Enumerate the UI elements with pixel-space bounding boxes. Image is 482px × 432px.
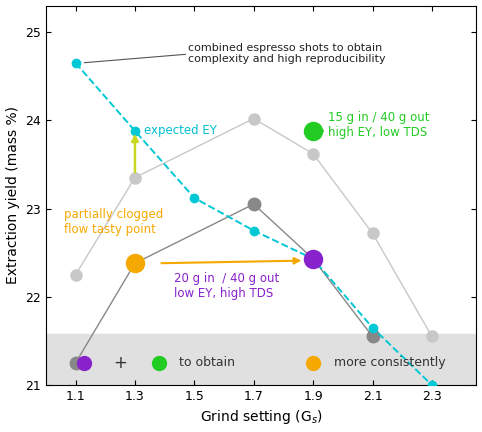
Text: partially clogged
flow tasty point: partially clogged flow tasty point — [64, 208, 163, 236]
X-axis label: Grind setting (G$_s$): Grind setting (G$_s$) — [200, 408, 322, 426]
Text: combined espresso shots to obtain
complexity and high reproducibility: combined espresso shots to obtain comple… — [188, 43, 386, 64]
Text: +: + — [113, 354, 127, 372]
Text: 15 g in / 40 g out
high EY, low TDS: 15 g in / 40 g out high EY, low TDS — [328, 111, 429, 139]
Y-axis label: Extraction yield (mass %): Extraction yield (mass %) — [6, 106, 20, 284]
Bar — [46, 334, 476, 385]
Text: 20 g in  / 40 g out
low EY, high TDS: 20 g in / 40 g out low EY, high TDS — [174, 272, 279, 300]
Text: to obtain: to obtain — [179, 356, 236, 369]
Text: more consistently: more consistently — [334, 356, 445, 369]
Text: expected EY: expected EY — [144, 124, 217, 137]
